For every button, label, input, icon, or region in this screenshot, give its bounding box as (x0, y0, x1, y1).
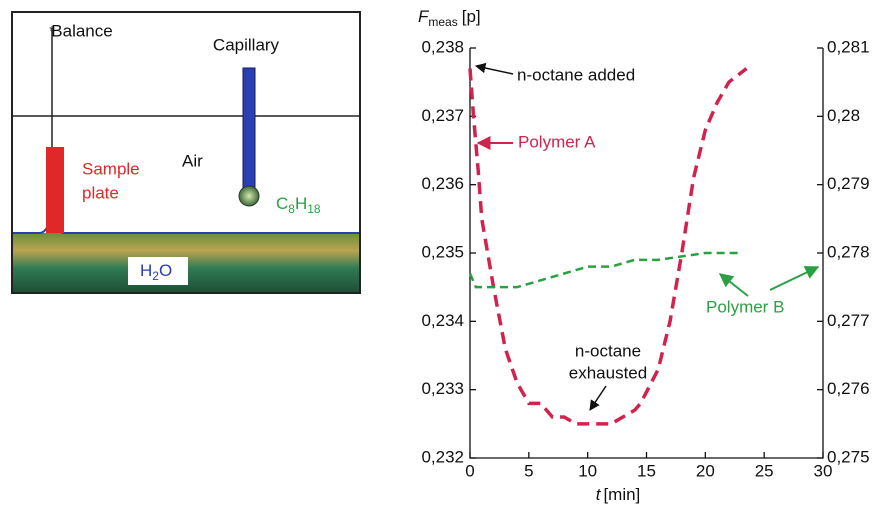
y2-tick-label: 0,276 (827, 379, 870, 398)
annotation-arrow (474, 62, 514, 75)
y2-tick-label: 0,278 (827, 242, 870, 261)
octane-drop (238, 185, 260, 207)
annotation: n-octane added (517, 65, 635, 84)
y-tick-label: 0,234 (421, 311, 464, 330)
x-tick-label: 25 (755, 461, 774, 480)
y-tick-label: 0,237 (421, 106, 464, 125)
water-box (128, 257, 188, 285)
series-label-arrow (718, 273, 749, 297)
y2-tick-label: 0,28 (827, 106, 860, 125)
x-tick-label: 5 (524, 461, 533, 480)
y-tick-label: 0,232 (421, 447, 464, 466)
y-tick-label: 0,236 (421, 174, 464, 193)
x-tick-label: 20 (696, 461, 715, 480)
x-tick-label: 0 (465, 461, 474, 480)
water-label: H2O (140, 261, 172, 283)
x-tick-label: 30 (814, 461, 833, 480)
balance-label: Balance (51, 21, 112, 40)
series-line (468, 67, 748, 426)
capillary (242, 67, 256, 191)
sample-label: Sample (82, 159, 140, 178)
chart: Fmeas [p] t [min] n-octane added n-octane … (418, 7, 820, 504)
air-label: Air (182, 151, 203, 170)
y2-tick-label: 0,275 (827, 447, 870, 466)
annotation-arrow (589, 385, 607, 411)
y-tick-label: 0,233 (421, 379, 464, 398)
diagram: * Balance Capillary Sample plate Air C8H… (11, 11, 361, 294)
annotation: n-octane (575, 341, 641, 360)
sample-plate (46, 147, 64, 233)
sample-label: plate (82, 183, 119, 202)
series-label-arrow (769, 266, 820, 291)
x-axis-label: t [min] (596, 485, 641, 504)
x-tick-label: 15 (637, 461, 656, 480)
y2-tick-label: 0,279 (827, 174, 870, 193)
annotation: exhausted (569, 363, 647, 382)
series-line (468, 251, 741, 289)
series-label: Polymer B (706, 297, 784, 316)
series-label: Polymer A (518, 132, 596, 151)
y-tick-label: 0,238 (421, 37, 464, 56)
y2-tick-label: 0,281 (827, 37, 870, 56)
octane-label: C8H18 (276, 194, 321, 216)
x-tick-label: 10 (578, 461, 597, 480)
capillary-label: Capillary (213, 35, 280, 54)
y-tick-label: 0,235 (421, 242, 464, 261)
y-axis-label: Fmeas [p] (418, 7, 481, 29)
y2-tick-label: 0,277 (827, 311, 870, 330)
balance-hook: * (49, 23, 55, 39)
